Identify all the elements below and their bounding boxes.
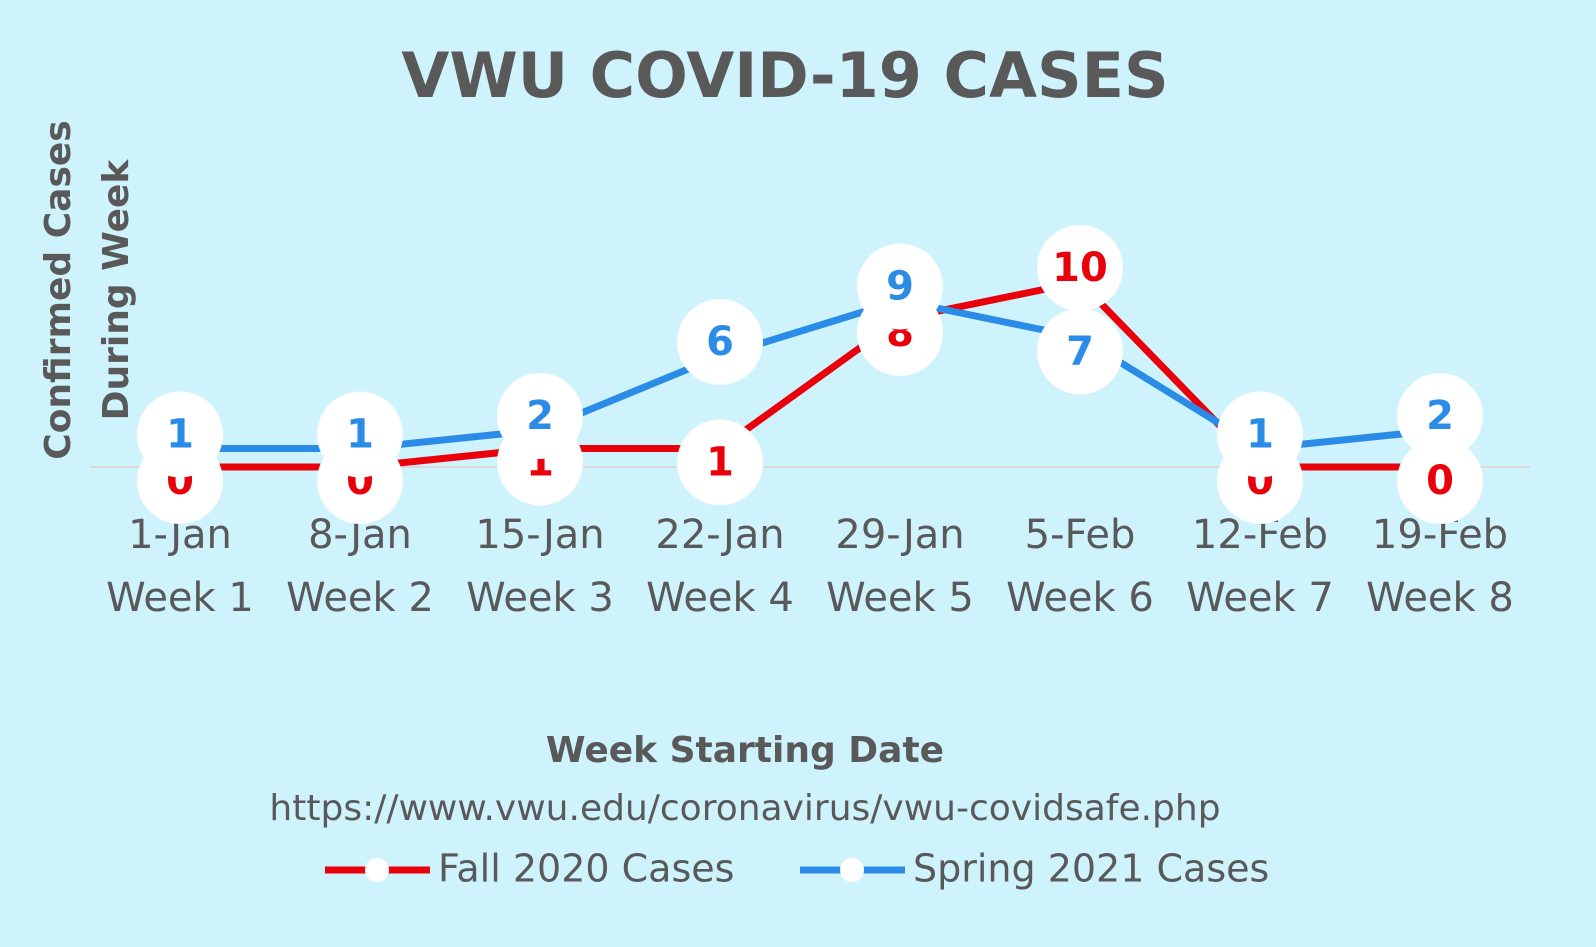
x-tick-label: Week 4 <box>646 575 794 621</box>
data-label: 6 <box>706 319 734 365</box>
x-tick-label: 22-Jan <box>655 512 784 558</box>
source: https://www.vwu.edu/coronavirus/vwu-covi… <box>269 788 1220 829</box>
legend-marker <box>840 858 864 882</box>
data-label-bg <box>317 391 403 478</box>
y-axis-title-line: Confirmed Cases <box>38 120 79 459</box>
data-label-bg <box>677 299 763 385</box>
x-tick-label: Week 8 <box>1366 575 1514 621</box>
y-axis-title-line: During Week <box>96 159 137 421</box>
x-tick-label: Week 3 <box>466 575 614 621</box>
data-label-bg <box>1217 391 1303 478</box>
x-tick-label: Week 2 <box>286 575 434 621</box>
x-tick-label: Week 6 <box>1006 575 1154 621</box>
x-tick-label: Week 5 <box>826 575 974 621</box>
x-tick-label: Week 7 <box>1186 575 1334 621</box>
y-axis-title: Confirmed Cases During Week <box>38 120 137 459</box>
data-label: 1 <box>1246 412 1274 458</box>
data-label-bg <box>137 391 223 478</box>
x-tick-label: 29-Jan <box>835 512 964 558</box>
data-label: 1 <box>346 412 374 458</box>
legend-marker <box>365 858 389 882</box>
data-label-bg <box>1397 438 1483 524</box>
data-label: 1 <box>166 412 194 458</box>
legend-label: Spring 2021 Cases <box>913 847 1269 891</box>
data-label-bg <box>1037 308 1123 395</box>
x-tick-label: 15-Jan <box>475 512 604 558</box>
data-label-bg <box>677 419 763 506</box>
data-label: 1 <box>706 440 734 486</box>
x-tick-label: Week 1 <box>106 575 254 621</box>
data-label: 2 <box>1426 393 1454 439</box>
x-tick-label: 5-Feb <box>1025 512 1136 558</box>
data-label-bg <box>1037 225 1123 311</box>
data-label-bg <box>497 373 583 459</box>
legend-label: Fall 2020 Cases <box>438 847 734 891</box>
chart-title: VWU COVID-19 CASES <box>401 39 1168 112</box>
data-label: 0 <box>1426 458 1454 504</box>
data-label: 10 <box>1052 245 1108 291</box>
data-label-bg <box>1397 373 1483 459</box>
data-label: 7 <box>1066 329 1094 375</box>
data-label-bg <box>857 243 943 330</box>
data-label: 9 <box>886 264 914 310</box>
data-label: 2 <box>526 393 554 439</box>
x-axis-title: Week Starting Date <box>546 730 944 771</box>
